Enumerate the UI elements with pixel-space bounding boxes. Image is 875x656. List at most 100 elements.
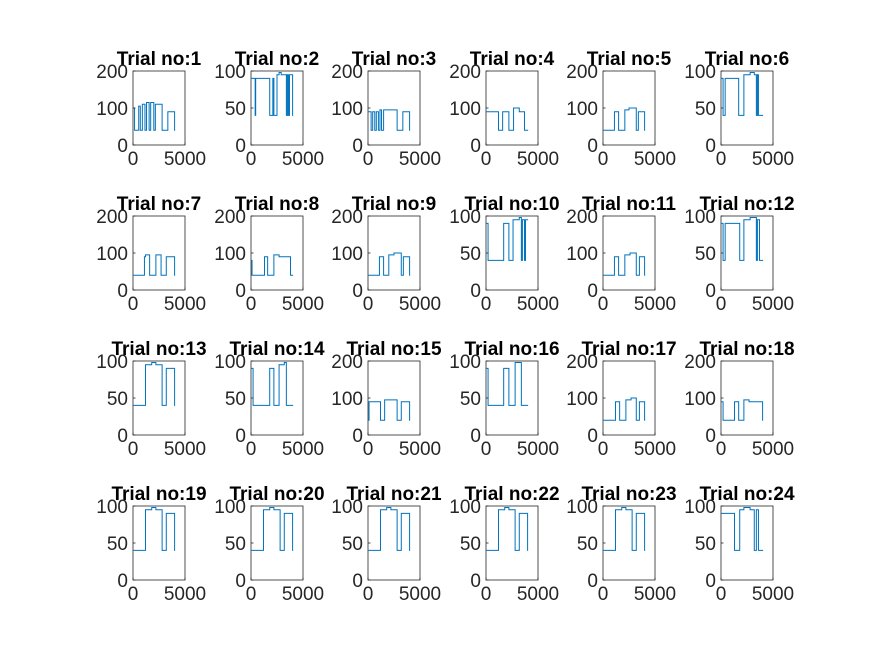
subplot-17: Trial no:17 0 100 200 0 5000 xyxy=(566,339,676,460)
y-tick-label: 0 xyxy=(117,136,128,157)
y-tick-label: 0 xyxy=(352,136,363,157)
subplot-title: Trial no:6 xyxy=(705,49,789,70)
axes-box xyxy=(367,360,421,436)
y-tick-label: 100 xyxy=(566,389,598,410)
subplot-title: Trial no:8 xyxy=(235,194,319,215)
x-tick-label: 5000 xyxy=(399,149,441,170)
subplot-title: Trial no:16 xyxy=(464,339,559,360)
y-tick-label: 100 xyxy=(96,99,128,120)
subplot-title: Trial no:2 xyxy=(235,49,319,70)
y-tick-label: 0 xyxy=(587,571,598,592)
axes-box xyxy=(720,360,774,436)
x-tick-label: 0 xyxy=(716,439,727,460)
series-line xyxy=(251,254,294,276)
subplot-title: Trial no:22 xyxy=(464,484,559,505)
subplot-22: Trial no:22 0 50 100 0 5000 xyxy=(449,484,559,605)
x-tick-label: 0 xyxy=(481,294,492,315)
y-tick-label: 0 xyxy=(117,426,128,447)
subplot-title: Trial no:21 xyxy=(346,484,441,505)
x-tick-label: 5000 xyxy=(282,584,324,605)
y-tick-label: 0 xyxy=(117,281,128,302)
series-line xyxy=(133,101,176,131)
y-tick-label: 100 xyxy=(214,244,246,265)
x-tick-label: 0 xyxy=(128,584,139,605)
subplot-23: Trial no:23 0 50 100 0 5000 xyxy=(566,484,676,605)
y-tick-label: 100 xyxy=(449,352,481,373)
series-line xyxy=(721,216,764,261)
axes-box xyxy=(602,360,656,436)
x-tick-label: 5000 xyxy=(752,584,794,605)
series-line xyxy=(368,252,411,276)
subplot-2: Trial no:2 0 50 100 0 5000 xyxy=(214,49,324,170)
subplot-title: Trial no:10 xyxy=(464,194,559,215)
x-tick-label: 5000 xyxy=(752,149,794,170)
subplot-4: Trial no:4 0 100 200 0 5000 xyxy=(449,49,559,170)
axes-box xyxy=(132,215,186,291)
y-tick-label: 100 xyxy=(331,497,363,518)
y-tick-label: 200 xyxy=(331,62,363,83)
subplot-5: Trial no:5 0 100 200 0 5000 xyxy=(566,49,676,170)
y-tick-label: 100 xyxy=(566,244,598,265)
y-tick-label: 0 xyxy=(470,281,481,302)
series-line xyxy=(721,506,764,551)
x-tick-label: 0 xyxy=(716,584,727,605)
y-tick-label: 100 xyxy=(331,389,363,410)
subplot-title: Trial no:7 xyxy=(117,194,201,215)
subplot-title: Trial no:14 xyxy=(229,339,324,360)
y-tick-label: 0 xyxy=(352,426,363,447)
y-tick-label: 0 xyxy=(470,426,481,447)
axes-box xyxy=(485,360,539,436)
y-tick-label: 100 xyxy=(96,244,128,265)
y-tick-label: 200 xyxy=(566,62,598,83)
series-line xyxy=(368,109,411,131)
x-tick-label: 5000 xyxy=(752,294,794,315)
subplot-title: Trial no:20 xyxy=(229,484,324,505)
series-line xyxy=(721,399,764,421)
series-line xyxy=(486,107,529,131)
series-line xyxy=(603,506,646,551)
axes-box xyxy=(720,70,774,146)
x-tick-label: 5000 xyxy=(399,584,441,605)
y-tick-label: 0 xyxy=(587,136,598,157)
x-tick-label: 5000 xyxy=(517,439,559,460)
axes-box xyxy=(720,505,774,581)
y-tick-label: 50 xyxy=(695,534,716,555)
y-tick-label: 200 xyxy=(96,62,128,83)
series-line xyxy=(603,107,646,131)
y-tick-label: 50 xyxy=(225,389,246,410)
axes-box xyxy=(250,360,304,436)
y-tick-label: 50 xyxy=(695,244,716,265)
x-tick-label: 0 xyxy=(481,584,492,605)
x-tick-label: 0 xyxy=(363,149,374,170)
subplot-title: Trial no:12 xyxy=(699,194,794,215)
y-tick-label: 50 xyxy=(225,99,246,120)
subplot-title: Trial no:17 xyxy=(581,339,676,360)
series-line xyxy=(486,361,529,406)
x-tick-label: 0 xyxy=(598,149,609,170)
y-tick-label: 200 xyxy=(331,207,363,228)
y-tick-label: 100 xyxy=(684,497,716,518)
subplot-title: Trial no:15 xyxy=(346,339,441,360)
y-tick-label: 100 xyxy=(214,497,246,518)
y-tick-label: 100 xyxy=(684,207,716,228)
y-tick-label: 100 xyxy=(331,99,363,120)
y-tick-label: 50 xyxy=(695,99,716,120)
axes-box xyxy=(485,505,539,581)
y-tick-label: 0 xyxy=(470,136,481,157)
y-tick-label: 200 xyxy=(331,352,363,373)
y-tick-label: 0 xyxy=(705,571,716,592)
x-tick-label: 5000 xyxy=(399,294,441,315)
y-tick-label: 100 xyxy=(566,99,598,120)
y-tick-label: 100 xyxy=(214,62,246,83)
y-tick-label: 50 xyxy=(460,389,481,410)
y-tick-label: 50 xyxy=(107,534,128,555)
subplot-title: Trial no:13 xyxy=(111,339,206,360)
series-line xyxy=(486,216,529,261)
x-tick-label: 0 xyxy=(246,439,257,460)
y-tick-label: 0 xyxy=(705,281,716,302)
x-tick-label: 5000 xyxy=(164,439,206,460)
y-tick-label: 200 xyxy=(566,207,598,228)
y-tick-label: 0 xyxy=(352,281,363,302)
subplot-19: Trial no:19 0 50 100 0 5000 xyxy=(96,484,206,605)
y-tick-label: 0 xyxy=(235,571,246,592)
